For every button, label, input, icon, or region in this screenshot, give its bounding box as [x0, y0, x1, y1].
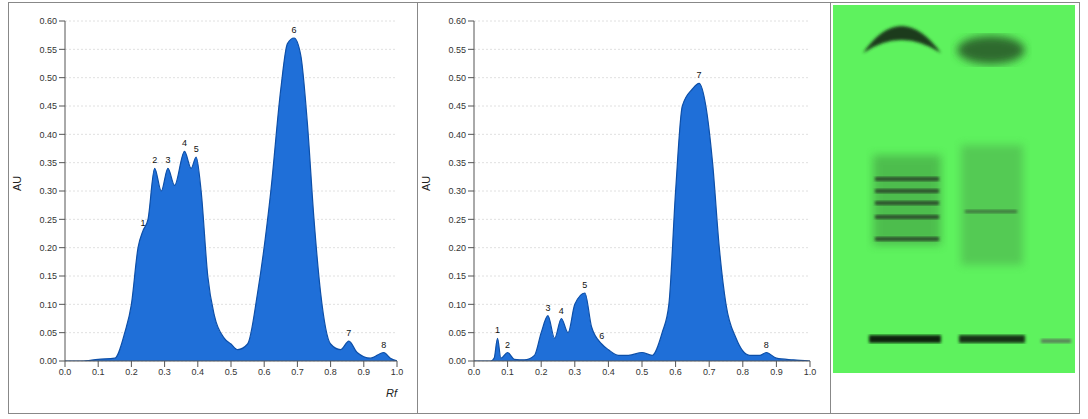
svg-text:6: 6	[599, 331, 604, 341]
svg-text:4: 4	[559, 306, 564, 316]
svg-text:0.3: 0.3	[158, 367, 171, 377]
svg-text:0.8: 0.8	[324, 367, 337, 377]
svg-text:0.6: 0.6	[669, 367, 682, 377]
svg-text:0.55: 0.55	[448, 45, 466, 55]
svg-text:0.6: 0.6	[258, 367, 271, 377]
svg-text:3: 3	[545, 303, 550, 313]
svg-text:4: 4	[182, 138, 187, 148]
svg-text:AU: AU	[11, 176, 23, 191]
svg-text:5: 5	[582, 280, 587, 290]
svg-text:0.9: 0.9	[770, 367, 783, 377]
svg-text:0.45: 0.45	[39, 101, 57, 111]
svg-text:0.1: 0.1	[501, 367, 514, 377]
svg-text:0.00: 0.00	[39, 356, 57, 366]
svg-text:0.1: 0.1	[92, 367, 105, 377]
svg-text:3: 3	[165, 155, 170, 165]
svg-text:AU: AU	[420, 176, 432, 191]
svg-text:0.45: 0.45	[448, 101, 466, 111]
svg-text:0.2: 0.2	[535, 367, 548, 377]
svg-text:0.30: 0.30	[39, 186, 57, 196]
svg-text:0.10: 0.10	[39, 300, 57, 310]
svg-text:0.50: 0.50	[448, 73, 466, 83]
svg-text:0.05: 0.05	[39, 328, 57, 338]
svg-text:0.05: 0.05	[448, 328, 466, 338]
svg-text:0.15: 0.15	[448, 271, 466, 281]
svg-text:1.0: 1.0	[804, 367, 817, 377]
svg-text:2: 2	[152, 155, 157, 165]
svg-text:0.25: 0.25	[39, 215, 57, 225]
svg-text:Rf: Rf	[386, 387, 398, 399]
svg-text:0.7: 0.7	[291, 367, 304, 377]
svg-text:0.15: 0.15	[39, 271, 57, 281]
svg-text:7: 7	[346, 328, 351, 338]
svg-text:8: 8	[764, 340, 769, 350]
svg-text:0.55: 0.55	[39, 45, 57, 55]
svg-text:0.25: 0.25	[448, 215, 466, 225]
svg-text:0.40: 0.40	[39, 130, 57, 140]
svg-text:2: 2	[505, 340, 510, 350]
svg-text:0.50: 0.50	[39, 73, 57, 83]
svg-text:0.4: 0.4	[602, 367, 615, 377]
svg-text:0.00: 0.00	[448, 356, 466, 366]
svg-text:0.20: 0.20	[448, 243, 466, 253]
svg-text:0.60: 0.60	[448, 16, 466, 26]
svg-text:0.8: 0.8	[737, 367, 750, 377]
svg-text:0.0: 0.0	[59, 367, 72, 377]
svg-text:0.40: 0.40	[448, 130, 466, 140]
svg-text:0.7: 0.7	[703, 367, 716, 377]
svg-text:6: 6	[292, 25, 297, 35]
svg-text:0.0: 0.0	[468, 367, 481, 377]
svg-text:0.35: 0.35	[39, 158, 57, 168]
svg-text:0.2: 0.2	[125, 367, 138, 377]
svg-text:5: 5	[194, 144, 199, 154]
svg-text:1: 1	[141, 218, 146, 228]
svg-text:7: 7	[697, 70, 702, 80]
svg-text:1: 1	[495, 325, 500, 335]
svg-text:0.60: 0.60	[39, 16, 57, 26]
svg-text:1.0: 1.0	[391, 367, 404, 377]
svg-text:0.4: 0.4	[192, 367, 205, 377]
svg-text:0.35: 0.35	[448, 158, 466, 168]
svg-text:0.9: 0.9	[358, 367, 371, 377]
svg-text:0.20: 0.20	[39, 243, 57, 253]
svg-text:0.5: 0.5	[225, 367, 238, 377]
svg-text:0.5: 0.5	[636, 367, 649, 377]
svg-text:0.10: 0.10	[448, 300, 466, 310]
svg-text:8: 8	[381, 340, 386, 350]
svg-text:0.30: 0.30	[448, 186, 466, 196]
svg-text:0.3: 0.3	[569, 367, 582, 377]
